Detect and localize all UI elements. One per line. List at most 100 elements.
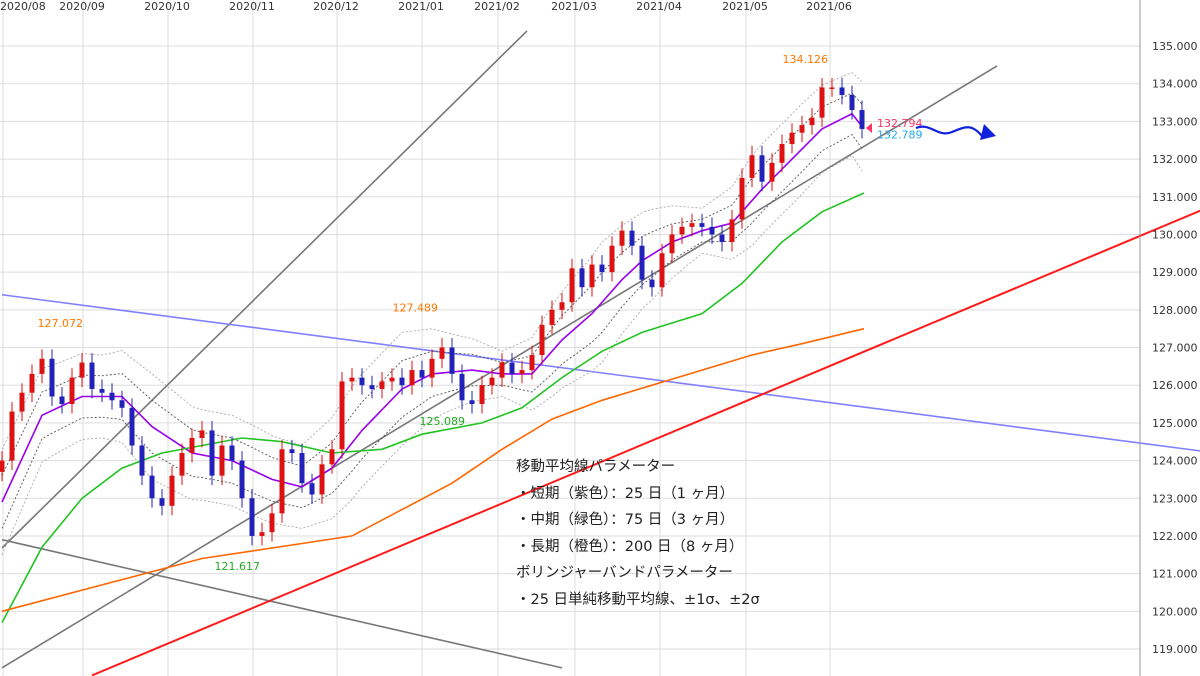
candle-body [769, 162, 775, 182]
x-tick-label: 2021/03 [551, 0, 597, 13]
candle-body [229, 445, 235, 461]
candle-body [109, 392, 115, 401]
candle-body [799, 125, 805, 133]
candle-body [329, 449, 335, 465]
candle-body [169, 475, 175, 506]
x-tick-label: 2021/05 [722, 0, 768, 13]
price-annotation: 132.789 [877, 128, 923, 141]
y-tick-label: 119.000 [1152, 643, 1198, 656]
candle-body [9, 411, 15, 461]
candle-body [549, 309, 555, 325]
candle-body [449, 347, 455, 374]
candle-body [669, 234, 675, 254]
candle-body [29, 373, 35, 393]
candle-body [239, 460, 245, 499]
candle-body [69, 377, 75, 405]
trend-line [1, 30, 528, 549]
candle-body [339, 381, 345, 450]
x-tick-label: 2021/01 [398, 0, 444, 13]
parameter-notes: 移動平均線パラメーター ・短期（紫色）：25 日（1 ヶ月） ・中期（緑色）：7… [516, 454, 760, 613]
candle-body [249, 498, 255, 536]
wavy-arrow-icon [915, 125, 993, 138]
price-annotation: 127.489 [393, 302, 439, 315]
candle-body [389, 377, 395, 382]
ma-long-param: ・長期（橙色）：200 日（8 ヶ月） [516, 538, 744, 555]
candle-body [619, 230, 625, 246]
x-tick-label: 2020/11 [229, 0, 275, 13]
candle-body [559, 302, 565, 310]
candle-body [489, 377, 495, 386]
candle-body [729, 219, 735, 242]
candle-body [689, 223, 695, 227]
bollinger-band-plus2sigma [1, 71, 863, 450]
bollinger-band-minus2sigma [1, 154, 863, 555]
candle-body [99, 388, 105, 393]
grid [0, 0, 1140, 676]
price-annotation: 127.072 [38, 317, 84, 330]
candle-body [209, 430, 215, 476]
candle-body [289, 449, 295, 454]
candle-body [359, 377, 365, 386]
candle-body [579, 268, 585, 288]
candle-body [319, 464, 325, 495]
x-tick-label: 2021/06 [806, 0, 852, 13]
x-tick-label: 2020/10 [144, 0, 190, 13]
y-tick-label: 127.000 [1152, 342, 1198, 355]
candle-body [299, 453, 305, 484]
candle-body [809, 117, 815, 126]
y-tick-label: 133.000 [1152, 115, 1198, 128]
candle-body [599, 264, 605, 273]
y-tick-label: 122.000 [1152, 530, 1198, 543]
ma-mid-param: ・中期（緑色）：75 日（3 ヶ月） [516, 512, 735, 528]
candle-body [749, 155, 755, 178]
candle-body [379, 381, 385, 389]
price-annotation: 134.126 [783, 53, 829, 66]
candle-body [569, 268, 575, 303]
candle-body [279, 449, 285, 514]
arrow-head-icon [980, 124, 996, 140]
x-tick-label: 2020/08 [0, 0, 46, 13]
candle-body [839, 87, 845, 95]
y-tick-label: 134.000 [1152, 78, 1198, 91]
candle-body [639, 245, 645, 280]
candle-body [589, 264, 595, 288]
ma75-line [1, 192, 865, 623]
candle-body [79, 362, 85, 378]
y-tick-label: 121.000 [1152, 568, 1198, 581]
candle-body [59, 396, 65, 405]
candle-body [509, 362, 515, 374]
candle-body [699, 223, 705, 227]
candle-body [429, 358, 435, 378]
candle-body [89, 362, 95, 389]
candle-body [789, 132, 795, 144]
ma200-line [1, 327, 865, 613]
candle-body [719, 234, 725, 242]
candle-body [159, 498, 165, 506]
candle-body [179, 453, 185, 476]
candle-body [739, 177, 745, 220]
price-annotation: 125.089 [420, 415, 466, 428]
candle-body [759, 155, 765, 182]
candle-body [129, 407, 135, 446]
candle-body [779, 143, 785, 163]
ma-short-param: ・短期（紫色）：25 日（1 ヶ月） [516, 485, 735, 502]
candle-body [539, 324, 545, 356]
candle-body [469, 400, 475, 405]
ma-params-heading: 移動平均線パラメーター [516, 459, 676, 475]
candle-body [199, 430, 205, 438]
candle-body [19, 392, 25, 412]
y-tick-label: 130.000 [1152, 228, 1198, 241]
candle-body [0, 460, 5, 472]
candle-body [519, 370, 525, 374]
candle-body [529, 355, 535, 371]
candle-body [139, 445, 145, 476]
annotations: 127.072 121.617 127.489 125.089 134.126 132.7… [38, 53, 923, 573]
candle-body [649, 279, 655, 288]
y-tick-label: 124.000 [1152, 455, 1198, 468]
trend-line [1, 293, 1200, 452]
price-annotation: 121.617 [215, 560, 261, 573]
bb-param: ・25 日単純移動平均線、±1σ、±2σ [516, 591, 760, 608]
candle-body [609, 245, 615, 273]
